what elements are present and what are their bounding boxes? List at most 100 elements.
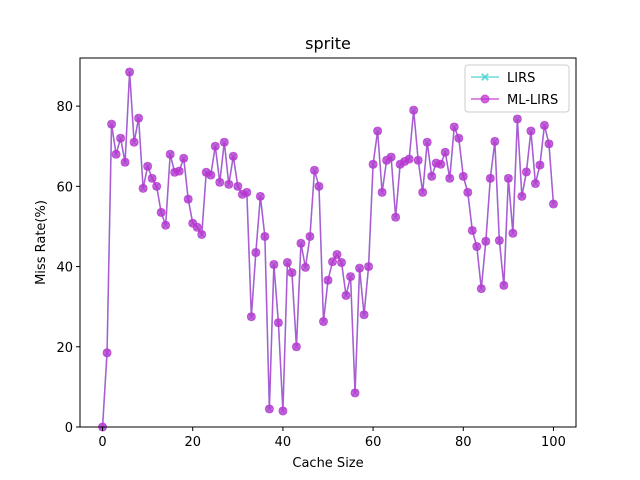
data-point-ml-lirs: [463, 187, 473, 197]
data-point-ml-lirs: [503, 173, 513, 183]
data-point-ml-lirs: [210, 141, 220, 151]
data-point-ml-lirs: [269, 260, 279, 270]
data-point-ml-lirs: [467, 225, 477, 235]
x-tick-label: 60: [365, 435, 382, 450]
data-point-ml-lirs: [409, 105, 419, 115]
data-point-ml-lirs: [454, 133, 464, 143]
legend-marker-ml-lirs: [480, 94, 490, 104]
data-point-ml-lirs: [458, 171, 468, 181]
y-axis: 0 20 40 60 80: [56, 100, 80, 436]
data-point-ml-lirs: [508, 228, 518, 238]
y-axis-label: Miss Rate(%): [34, 200, 49, 285]
data-point-ml-lirs: [251, 248, 261, 258]
data-point-ml-lirs: [368, 159, 378, 169]
data-point-ml-lirs: [490, 136, 500, 146]
data-point-ml-lirs: [436, 159, 446, 169]
legend-item-lirs: LIRS: [471, 71, 535, 86]
data-point-ml-lirs: [120, 157, 130, 167]
data-point-ml-lirs: [449, 122, 459, 132]
data-point-ml-lirs: [476, 284, 486, 294]
data-point-ml-lirs: [346, 272, 356, 282]
x-tick-label: 0: [98, 435, 106, 450]
y-tick-label: 60: [56, 180, 73, 195]
data-point-ml-lirs: [278, 406, 288, 416]
data-point-ml-lirs: [134, 113, 144, 123]
legend-item-ml-lirs: ML-LIRS: [471, 93, 558, 108]
data-point-ml-lirs: [147, 173, 157, 183]
data-point-ml-lirs: [472, 242, 482, 252]
data-point-ml-lirs: [494, 235, 504, 245]
data-point-ml-lirs: [111, 149, 121, 159]
data-point-ml-lirs: [273, 318, 283, 328]
data-point-ml-lirs: [512, 114, 522, 124]
data-point-ml-lirs: [282, 258, 292, 268]
x-tick-label: 20: [184, 435, 201, 450]
data-point-ml-lirs: [300, 262, 310, 272]
data-point-ml-lirs: [548, 199, 558, 209]
data-point-ml-lirs: [161, 220, 171, 230]
data-point-ml-lirs: [544, 139, 554, 149]
data-point-ml-lirs: [152, 181, 162, 191]
x-axis: 0 20 40 60 80 100: [98, 427, 566, 450]
data-point-ml-lirs: [530, 179, 540, 189]
data-point-ml-lirs: [377, 187, 387, 197]
legend-label-ml-lirs: ML-LIRS: [507, 93, 558, 108]
data-point-ml-lirs: [364, 262, 374, 272]
data-point-ml-lirs: [107, 119, 117, 129]
data-point-ml-lirs: [328, 257, 338, 267]
data-point-ml-lirs: [427, 171, 437, 181]
data-point-ml-lirs: [337, 258, 347, 268]
data-point-ml-lirs: [165, 149, 175, 159]
data-point-ml-lirs: [287, 268, 297, 278]
data-point-ml-lirs: [260, 231, 270, 241]
data-point-ml-lirs: [174, 166, 184, 176]
data-point-ml-lirs: [242, 187, 252, 197]
data-point-ml-lirs: [192, 222, 202, 232]
data-point-ml-lirs: [521, 167, 531, 177]
legend: LIRS ML-LIRS: [464, 64, 570, 113]
series-layer: [98, 67, 558, 432]
data-point-ml-lirs: [323, 275, 333, 285]
data-point-ml-lirs: [359, 310, 369, 320]
data-point-ml-lirs: [332, 250, 342, 260]
data-point-ml-lirs: [314, 181, 324, 191]
data-point-ml-lirs: [305, 231, 315, 241]
data-point-ml-lirs: [318, 317, 328, 327]
y-tick-label: 0: [65, 421, 73, 436]
data-point-ml-lirs: [422, 137, 432, 147]
data-point-ml-lirs: [445, 173, 455, 183]
data-point-ml-lirs: [125, 67, 135, 77]
y-tick-label: 80: [56, 100, 73, 115]
data-point-ml-lirs: [143, 161, 153, 171]
data-point-ml-lirs: [413, 155, 423, 165]
data-point-ml-lirs: [481, 236, 491, 246]
data-point-ml-lirs: [517, 191, 527, 201]
data-point-ml-lirs: [341, 290, 351, 300]
data-point-ml-lirs: [404, 154, 414, 164]
data-point-ml-lirs: [224, 179, 234, 189]
data-point-ml-lirs: [526, 126, 536, 136]
x-tick-label: 80: [455, 435, 472, 450]
x-axis-label: Cache Size: [292, 456, 363, 471]
data-point-ml-lirs: [264, 404, 274, 414]
data-point-ml-lirs: [206, 170, 216, 180]
data-point-ml-lirs: [179, 153, 189, 163]
data-point-ml-lirs: [291, 342, 301, 352]
data-point-ml-lirs: [535, 160, 545, 170]
data-point-ml-lirs: [129, 137, 139, 147]
data-point-ml-lirs: [219, 137, 229, 147]
data-point-ml-lirs: [391, 212, 401, 222]
data-point-ml-lirs: [485, 173, 495, 183]
data-point-ml-lirs: [296, 238, 306, 248]
data-point-ml-lirs: [440, 147, 450, 157]
data-point-ml-lirs: [418, 187, 428, 197]
data-point-ml-lirs: [228, 151, 238, 161]
data-point-ml-lirs: [350, 388, 360, 398]
data-point-ml-lirs: [156, 207, 166, 217]
series-ml-lirs: [98, 67, 558, 432]
data-point-ml-lirs: [102, 348, 112, 358]
data-point-ml-lirs: [499, 280, 509, 290]
legend-marker-lirs: [481, 73, 489, 81]
data-point-ml-lirs: [373, 126, 383, 136]
